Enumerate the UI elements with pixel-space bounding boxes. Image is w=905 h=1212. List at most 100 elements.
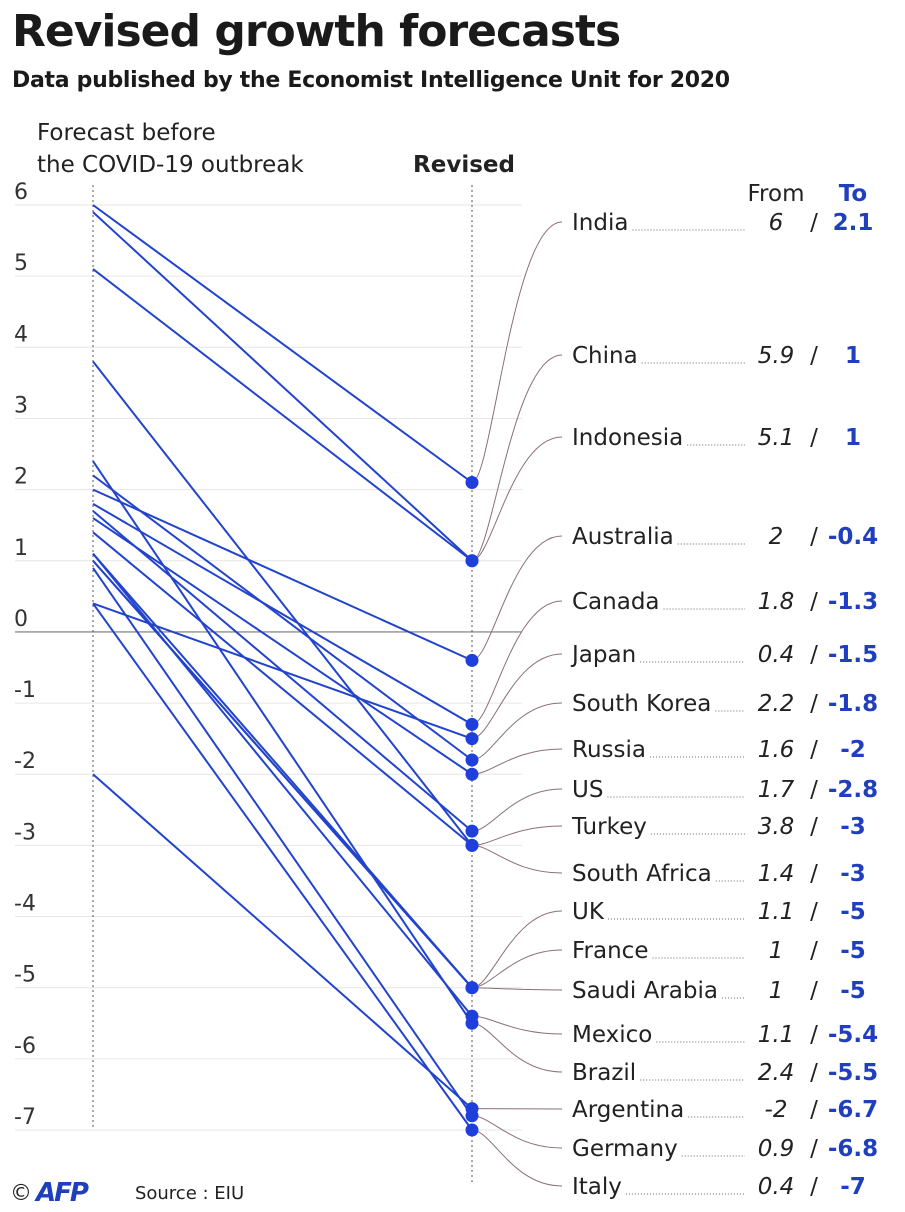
revised-dot-germany [465,1109,479,1123]
revised-dot-canada [465,717,479,731]
to-header: To [839,181,867,207]
y-tick-label-2: 4 [14,322,28,347]
connector-turkey [471,825,563,846]
left-axis-label-line1: Forecast before [37,120,216,146]
slash-germany: / [810,1136,818,1162]
connector-france [471,949,563,989]
label-layer: India 6 / 2.1 China 5.9 / 1 Indonesia 5.1 / 1 Austra… [570,210,878,1200]
to-value-russia: -2 [840,737,866,763]
from-value-india: 6 [769,210,784,236]
slash-mexico: / [810,1022,818,1048]
slash-canada: / [810,589,818,615]
y-tick-label-11: -5 [14,963,36,988]
country-name-south-africa: South Africa [572,861,712,887]
from-value-turkey: 3.8 [758,814,795,840]
slash-south-africa: / [810,861,818,887]
slope-line-germany [92,567,473,1117]
revised-dot-south-korea [465,753,479,767]
revised-dot-south-africa [465,838,479,852]
slope-line-us [92,510,473,832]
y-tick-label-0: 6 [14,180,28,205]
to-value-japan: -1.5 [828,642,878,668]
connector-canada [471,600,563,725]
to-value-canada: -1.3 [828,589,878,615]
connector-indonesia [471,436,563,562]
dot-layer [465,476,479,1137]
from-header: From [748,181,805,207]
country-name-china: China [572,343,638,369]
to-value-india: 2.1 [833,210,874,236]
slope-line-brazil [92,460,473,1024]
to-value-uk: -5 [840,899,866,925]
axis-layer: Forecast before the COVID-19 outbreak Re… [37,120,867,207]
slope-line-australia [92,488,473,662]
slope-line-south-africa [92,531,473,847]
from-value-south-africa: 1.4 [758,861,795,887]
from-value-france: 1 [769,938,784,964]
to-value-australia: -0.4 [828,524,878,550]
grid-layer: 6 5 4 3 2 1 0 -1 -2 -3 -4 -5 -6 -7 [14,180,522,1185]
y-tick-label-13: -7 [14,1105,36,1130]
from-value-australia: 2 [769,524,784,550]
from-value-saudi-arabia: 1 [769,978,784,1004]
revised-dot-india [465,476,479,489]
slash-argentina: / [810,1097,818,1123]
revised-dot-russia [465,767,479,781]
slash-turkey: / [810,814,818,840]
revised-dot-indonesia [465,554,479,568]
slope-line-russia [92,517,473,776]
to-value-south-africa: -3 [840,861,866,887]
right-axis-label: Revised [413,152,515,178]
to-value-turkey: -3 [840,814,866,840]
from-value-brazil: 2.4 [758,1060,795,1086]
y-tick-label-8: -2 [14,749,36,774]
slash-uk: / [810,899,818,925]
country-name-us: US [572,777,603,803]
country-name-india: India [572,210,628,236]
to-value-brazil: -5.5 [828,1060,878,1086]
y-tick-label-10: -4 [14,892,36,917]
country-name-russia: Russia [572,737,646,763]
chart-subtitle: Data published by the Economist Intellig… [12,68,730,93]
chart-title: Revised growth forecasts [12,6,621,57]
country-name-japan: Japan [570,642,636,668]
y-tick-label-3: 3 [14,393,28,418]
connector-germany [471,1115,563,1149]
slash-indonesia: / [810,425,818,451]
slash-us: / [810,777,818,803]
country-name-france: France [572,938,648,964]
slope-line-india [92,204,473,484]
slope-line-south-korea [92,474,473,761]
to-value-mexico: -5.4 [828,1022,878,1048]
slope-line-indonesia [92,268,473,562]
y-tick-label-12: -6 [14,1034,36,1059]
slope-line-argentina [92,773,473,1110]
revised-dot-japan [465,732,479,746]
revised-dot-brazil [465,1016,479,1030]
slope-line-italy [92,602,473,1131]
slash-russia: / [810,737,818,763]
connector-uk [471,910,563,989]
y-tick-label-1: 5 [14,251,28,276]
slash-china: / [810,343,818,369]
revised-dot-italy [465,1123,479,1137]
left-axis-label-line2: the COVID-19 outbreak [37,152,304,178]
connector-us [471,788,563,832]
slash-australia: / [810,524,818,550]
country-name-mexico: Mexico [572,1022,652,1048]
country-name-brazil: Brazil [572,1060,636,1086]
revised-dot-us [465,824,479,838]
to-value-china: 1 [845,343,861,369]
from-value-uk: 1.1 [758,899,795,925]
revised-dot-australia [465,653,479,667]
country-name-south-korea: South Korea [572,691,711,717]
to-value-germany: -6.8 [828,1136,878,1162]
from-value-canada: 1.8 [758,589,795,615]
slope-line-canada [92,502,473,726]
connector-australia [471,535,563,661]
slash-italy: / [810,1174,818,1200]
connector-layer [471,221,563,1187]
revised-dot-saudi-arabia [465,981,479,995]
connector-south-africa [471,844,563,874]
slash-south-korea: / [810,691,818,717]
